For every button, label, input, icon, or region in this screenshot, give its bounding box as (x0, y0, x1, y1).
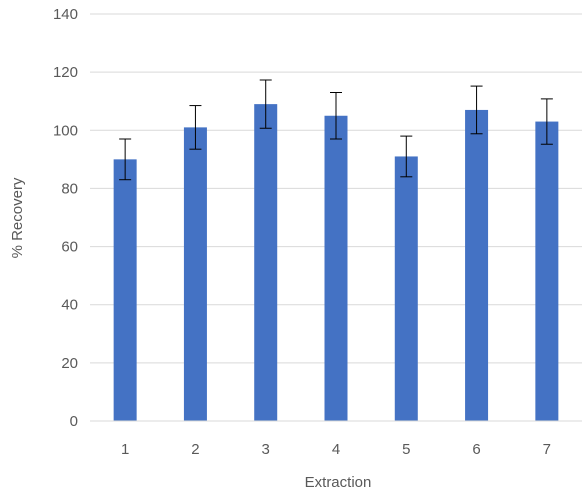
y-axis-title: % Recovery (9, 177, 26, 258)
y-tick-label: 20 (61, 355, 78, 372)
x-tick-label: 3 (262, 441, 270, 458)
error-bar (189, 105, 202, 150)
x-tick-label: 2 (191, 441, 199, 458)
error-bar (119, 138, 132, 181)
bar (535, 121, 559, 422)
y-tick-label: 100 (53, 122, 78, 139)
x-tick-label: 5 (402, 441, 410, 458)
bar (113, 159, 137, 421)
x-tick-labels: 1 2 3 4 5 6 7 (121, 441, 551, 458)
y-tick-label: 60 (61, 239, 78, 256)
error-bars (119, 79, 553, 181)
error-bar (470, 85, 483, 135)
error-bar (400, 135, 413, 178)
y-tick-label: 140 (53, 6, 78, 23)
y-tick-labels: 0 20 40 60 80 100 120 140 (53, 6, 78, 430)
y-tick-label: 80 (61, 180, 78, 197)
x-tick-label: 1 (121, 441, 129, 458)
x-tick-label: 4 (332, 441, 340, 458)
bar (254, 104, 278, 421)
bar (183, 127, 207, 421)
error-bar (259, 79, 272, 129)
x-tick-label: 6 (472, 441, 480, 458)
bar (394, 156, 418, 421)
bars (113, 104, 559, 422)
y-tick-label: 0 (70, 413, 78, 430)
y-tick-label: 40 (61, 297, 78, 314)
y-tick-label: 120 (53, 64, 78, 81)
error-bar (330, 91, 342, 140)
x-tick-label: 7 (543, 441, 551, 458)
bar (324, 115, 348, 421)
bar (465, 109, 489, 421)
x-axis-title: Extraction (305, 474, 372, 491)
error-bar (540, 98, 553, 145)
